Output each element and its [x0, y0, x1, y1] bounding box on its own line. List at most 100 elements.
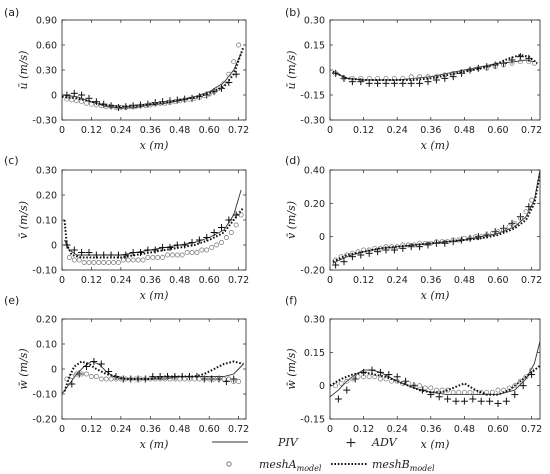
x-tick-label: 0.48	[454, 275, 475, 286]
adv-point	[508, 219, 516, 227]
adv-point	[68, 380, 76, 388]
panel-label: (f)	[285, 294, 297, 307]
y-axis-label: ū (m/s)	[17, 51, 30, 90]
meshA-point	[489, 389, 495, 395]
x-tick-label: 0.72	[228, 424, 249, 435]
meshA-point	[221, 376, 227, 382]
adv-point	[85, 249, 93, 256]
meshA-point	[108, 376, 114, 382]
series-meshb-line	[63, 360, 244, 392]
meshA-point	[145, 255, 151, 260]
meshA-point	[88, 374, 94, 379]
adv-point	[97, 360, 105, 368]
adv-point	[494, 399, 502, 407]
meshA-point	[517, 59, 523, 65]
x-tick-label: 0.24	[110, 275, 131, 286]
y-tick-label: 0.20	[36, 315, 57, 326]
meshA-point	[196, 376, 202, 382]
adv-point	[334, 395, 342, 403]
plot-area	[62, 358, 244, 395]
plot-area	[332, 170, 540, 269]
meshA-point	[69, 97, 75, 103]
y-tick-label: 0.30	[304, 315, 325, 326]
x-axis-label: x (m)	[140, 139, 169, 152]
meshA-point	[211, 376, 217, 382]
y-tick-label: 0.30	[36, 166, 57, 177]
meshA-point	[417, 383, 423, 389]
adv-point	[225, 216, 233, 224]
meshA-point	[155, 255, 161, 260]
adv-point	[357, 78, 365, 86]
x-tick-label: 0.24	[387, 424, 408, 435]
meshA-point	[74, 371, 80, 377]
meshA-point	[174, 252, 180, 258]
meshA-point	[223, 235, 229, 240]
y-tick-label: 0.30	[36, 66, 57, 77]
meshA-point	[349, 250, 355, 256]
meshA-point	[366, 247, 372, 253]
y-tick-label: 0	[51, 91, 57, 102]
x-tick-label: 0	[327, 275, 333, 286]
y-tick-label: 0.40	[304, 166, 325, 177]
meshA-point	[422, 385, 428, 391]
adv-point	[441, 74, 449, 82]
meshA-point	[140, 257, 146, 263]
meshA-point	[473, 234, 479, 240]
meshA-point	[86, 260, 92, 265]
adv-point	[376, 368, 384, 376]
adv-point	[407, 243, 415, 251]
meshA-point	[113, 376, 119, 382]
y-tick-label: -0.15	[300, 91, 325, 102]
x-tick-label: 0.12	[353, 275, 374, 286]
adv-point	[502, 397, 510, 405]
y-tick-label: 0.30	[304, 16, 325, 27]
adv-point	[424, 241, 432, 249]
adv-point	[477, 397, 485, 405]
meshA-point	[111, 260, 116, 265]
meshA-point	[473, 389, 479, 395]
y-axis-label: v̄ (m/s)	[285, 201, 298, 239]
panel-e: (e)0 0.12 0.24 0.36 0.48 0.60 0.720.200.100-0.…	[4, 294, 249, 451]
adv-point	[444, 395, 452, 403]
y-tick-label: -0.10	[32, 390, 57, 401]
meshA-point	[361, 374, 367, 380]
y-tick-label: 0	[51, 241, 57, 252]
x-tick-label: 0.48	[169, 125, 190, 136]
adv-point	[511, 391, 519, 399]
adv-point	[122, 251, 130, 259]
adv-point	[435, 393, 443, 401]
meshA-point	[495, 387, 501, 393]
adv-point	[458, 69, 466, 77]
adv-point	[230, 375, 238, 383]
adv-point	[78, 91, 86, 99]
meshA-point	[179, 252, 185, 258]
adv-point	[340, 258, 348, 266]
x-tick-label: 0.72	[521, 275, 542, 286]
meshA-point	[216, 85, 222, 91]
meshA-point	[231, 59, 237, 65]
meshA-point	[526, 59, 532, 65]
meshA-point	[76, 257, 82, 263]
x-tick-label: 0.36	[140, 424, 161, 435]
adv-point	[407, 79, 415, 87]
adv-point	[368, 366, 376, 374]
meshA-point	[349, 376, 355, 382]
x-tick-label: 0.12	[81, 125, 102, 136]
x-tick-label: 0.72	[228, 125, 249, 136]
meshA-point	[71, 257, 77, 263]
meshA-point	[214, 242, 220, 248]
meshA-point	[157, 376, 163, 382]
y-axis-label: ū (m/s)	[285, 51, 298, 90]
x-axis-label: x (m)	[140, 289, 169, 302]
meshA-point	[439, 387, 445, 393]
meshA-point	[377, 376, 383, 382]
meshA-point	[96, 260, 102, 265]
meshA-point	[192, 376, 197, 382]
x-tick-label: 0.48	[454, 125, 475, 136]
meshA-point	[157, 100, 163, 106]
y-tick-label: -0.20	[32, 415, 57, 426]
meshA-point	[211, 89, 217, 95]
meshA-point	[349, 75, 355, 81]
adv-point	[70, 246, 78, 254]
